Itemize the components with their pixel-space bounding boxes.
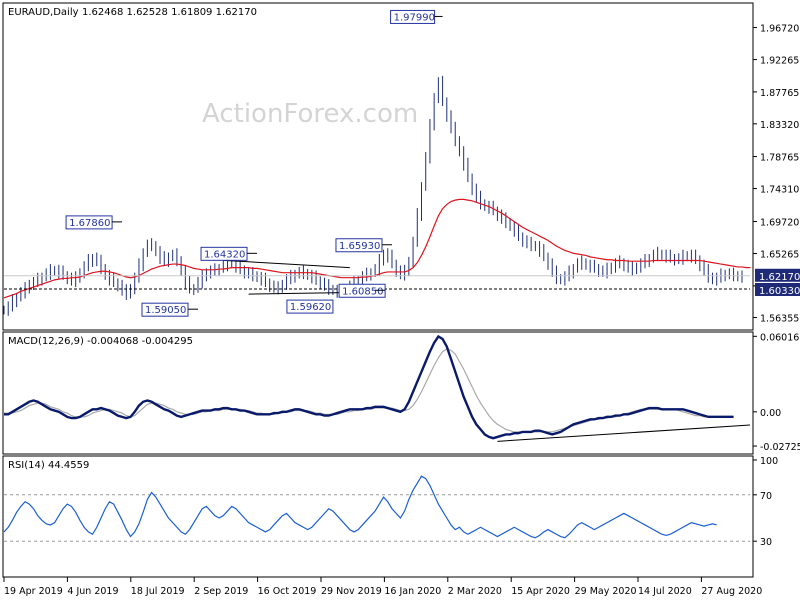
x-axis-label: 4 Jun 2019 bbox=[67, 586, 118, 597]
symbol-header: EURAUD,Daily bbox=[8, 7, 79, 18]
price-axis-label: 1.65265 bbox=[760, 250, 799, 261]
x-axis-label: 16 Jan 2020 bbox=[384, 586, 441, 597]
macd-line bbox=[4, 334, 734, 440]
x-axis-label: 29 May 2020 bbox=[575, 586, 637, 597]
x-axis-label: 2 Sep 2019 bbox=[194, 586, 248, 597]
rsi-plot bbox=[3, 475, 750, 542]
price-label-box bbox=[286, 299, 334, 314]
x-axis-label: 15 Apr 2020 bbox=[511, 586, 570, 597]
price-axis-label: 1.96720 bbox=[760, 24, 799, 35]
axes: 1.96720 1.92265 1.87765 1.83320 1.78765 1.743… bbox=[3, 24, 800, 597]
support-tag-label: 1.60330 bbox=[759, 286, 800, 297]
price-label: 1.59050 bbox=[145, 305, 186, 316]
price-axis-label: 1.83320 bbox=[760, 120, 799, 131]
price-label: 1.60850 bbox=[342, 286, 383, 297]
price-axis-label: 1.69720 bbox=[760, 218, 799, 229]
moving-average-line bbox=[3, 198, 751, 299]
rsi-axis-label: 70 bbox=[760, 491, 772, 502]
macd-plot bbox=[4, 334, 751, 442]
price-axis-label: 1.74310 bbox=[760, 185, 799, 196]
rsi-panel-border bbox=[2, 455, 754, 578]
macd-axis-label: 0.060165 bbox=[760, 332, 800, 343]
macd-divergence-line bbox=[497, 424, 751, 442]
macd-axis-label: 0.00 bbox=[760, 408, 781, 419]
rsi-axis-label: 100 bbox=[760, 456, 778, 467]
x-axis-label: 27 Aug 2020 bbox=[701, 586, 762, 597]
price-label: 1.64320 bbox=[204, 249, 245, 260]
support-tag bbox=[755, 282, 800, 296]
x-axis-label: 16 Oct 2019 bbox=[258, 586, 317, 597]
x-axis-label: 18 Jul 2019 bbox=[131, 586, 185, 597]
watermark: ActionForex.com bbox=[202, 99, 418, 129]
ohlc-header: 1.62468 1.62528 1.61809 1.62170 bbox=[82, 7, 257, 18]
price-axis-label: 1.87765 bbox=[760, 88, 799, 99]
price-axis-label: 1.78765 bbox=[760, 153, 799, 164]
x-axis-label: 19 Apr 2019 bbox=[4, 586, 63, 597]
x-axis-label: 14 Jul 2020 bbox=[638, 586, 692, 597]
price-label: 1.59620 bbox=[290, 302, 331, 313]
x-axis-label: 29 Nov 2019 bbox=[321, 586, 382, 597]
price-panel-border bbox=[2, 2, 754, 331]
rsi-axis-label: 30 bbox=[760, 537, 772, 548]
macd-title: MACD(12,26,9) -0.004068 -0.004295 bbox=[8, 336, 193, 347]
current-price-tag bbox=[755, 268, 800, 282]
macd-panel-border bbox=[2, 331, 754, 455]
rsi-title: RSI(14) 44.4559 bbox=[8, 460, 89, 471]
price-label: 1.65930 bbox=[339, 241, 380, 252]
price-label: 1.97990 bbox=[394, 12, 435, 23]
macd-axis-label: -0.02725 bbox=[760, 442, 800, 453]
x-axis-label: 2 Mar 2020 bbox=[448, 586, 502, 597]
price-label: 1.67860 bbox=[69, 218, 110, 229]
price-plot: 1.97990 1.67860 1.64320 1.59050 1.65930 1.596… bbox=[3, 9, 751, 317]
rsi-line bbox=[3, 475, 717, 539]
resistance-trendline bbox=[223, 259, 350, 269]
current-price-tag-label: 1.62170 bbox=[759, 272, 800, 283]
price-axis-label: 1.92265 bbox=[760, 56, 799, 67]
price-axis-label: 1.56355 bbox=[760, 314, 799, 325]
